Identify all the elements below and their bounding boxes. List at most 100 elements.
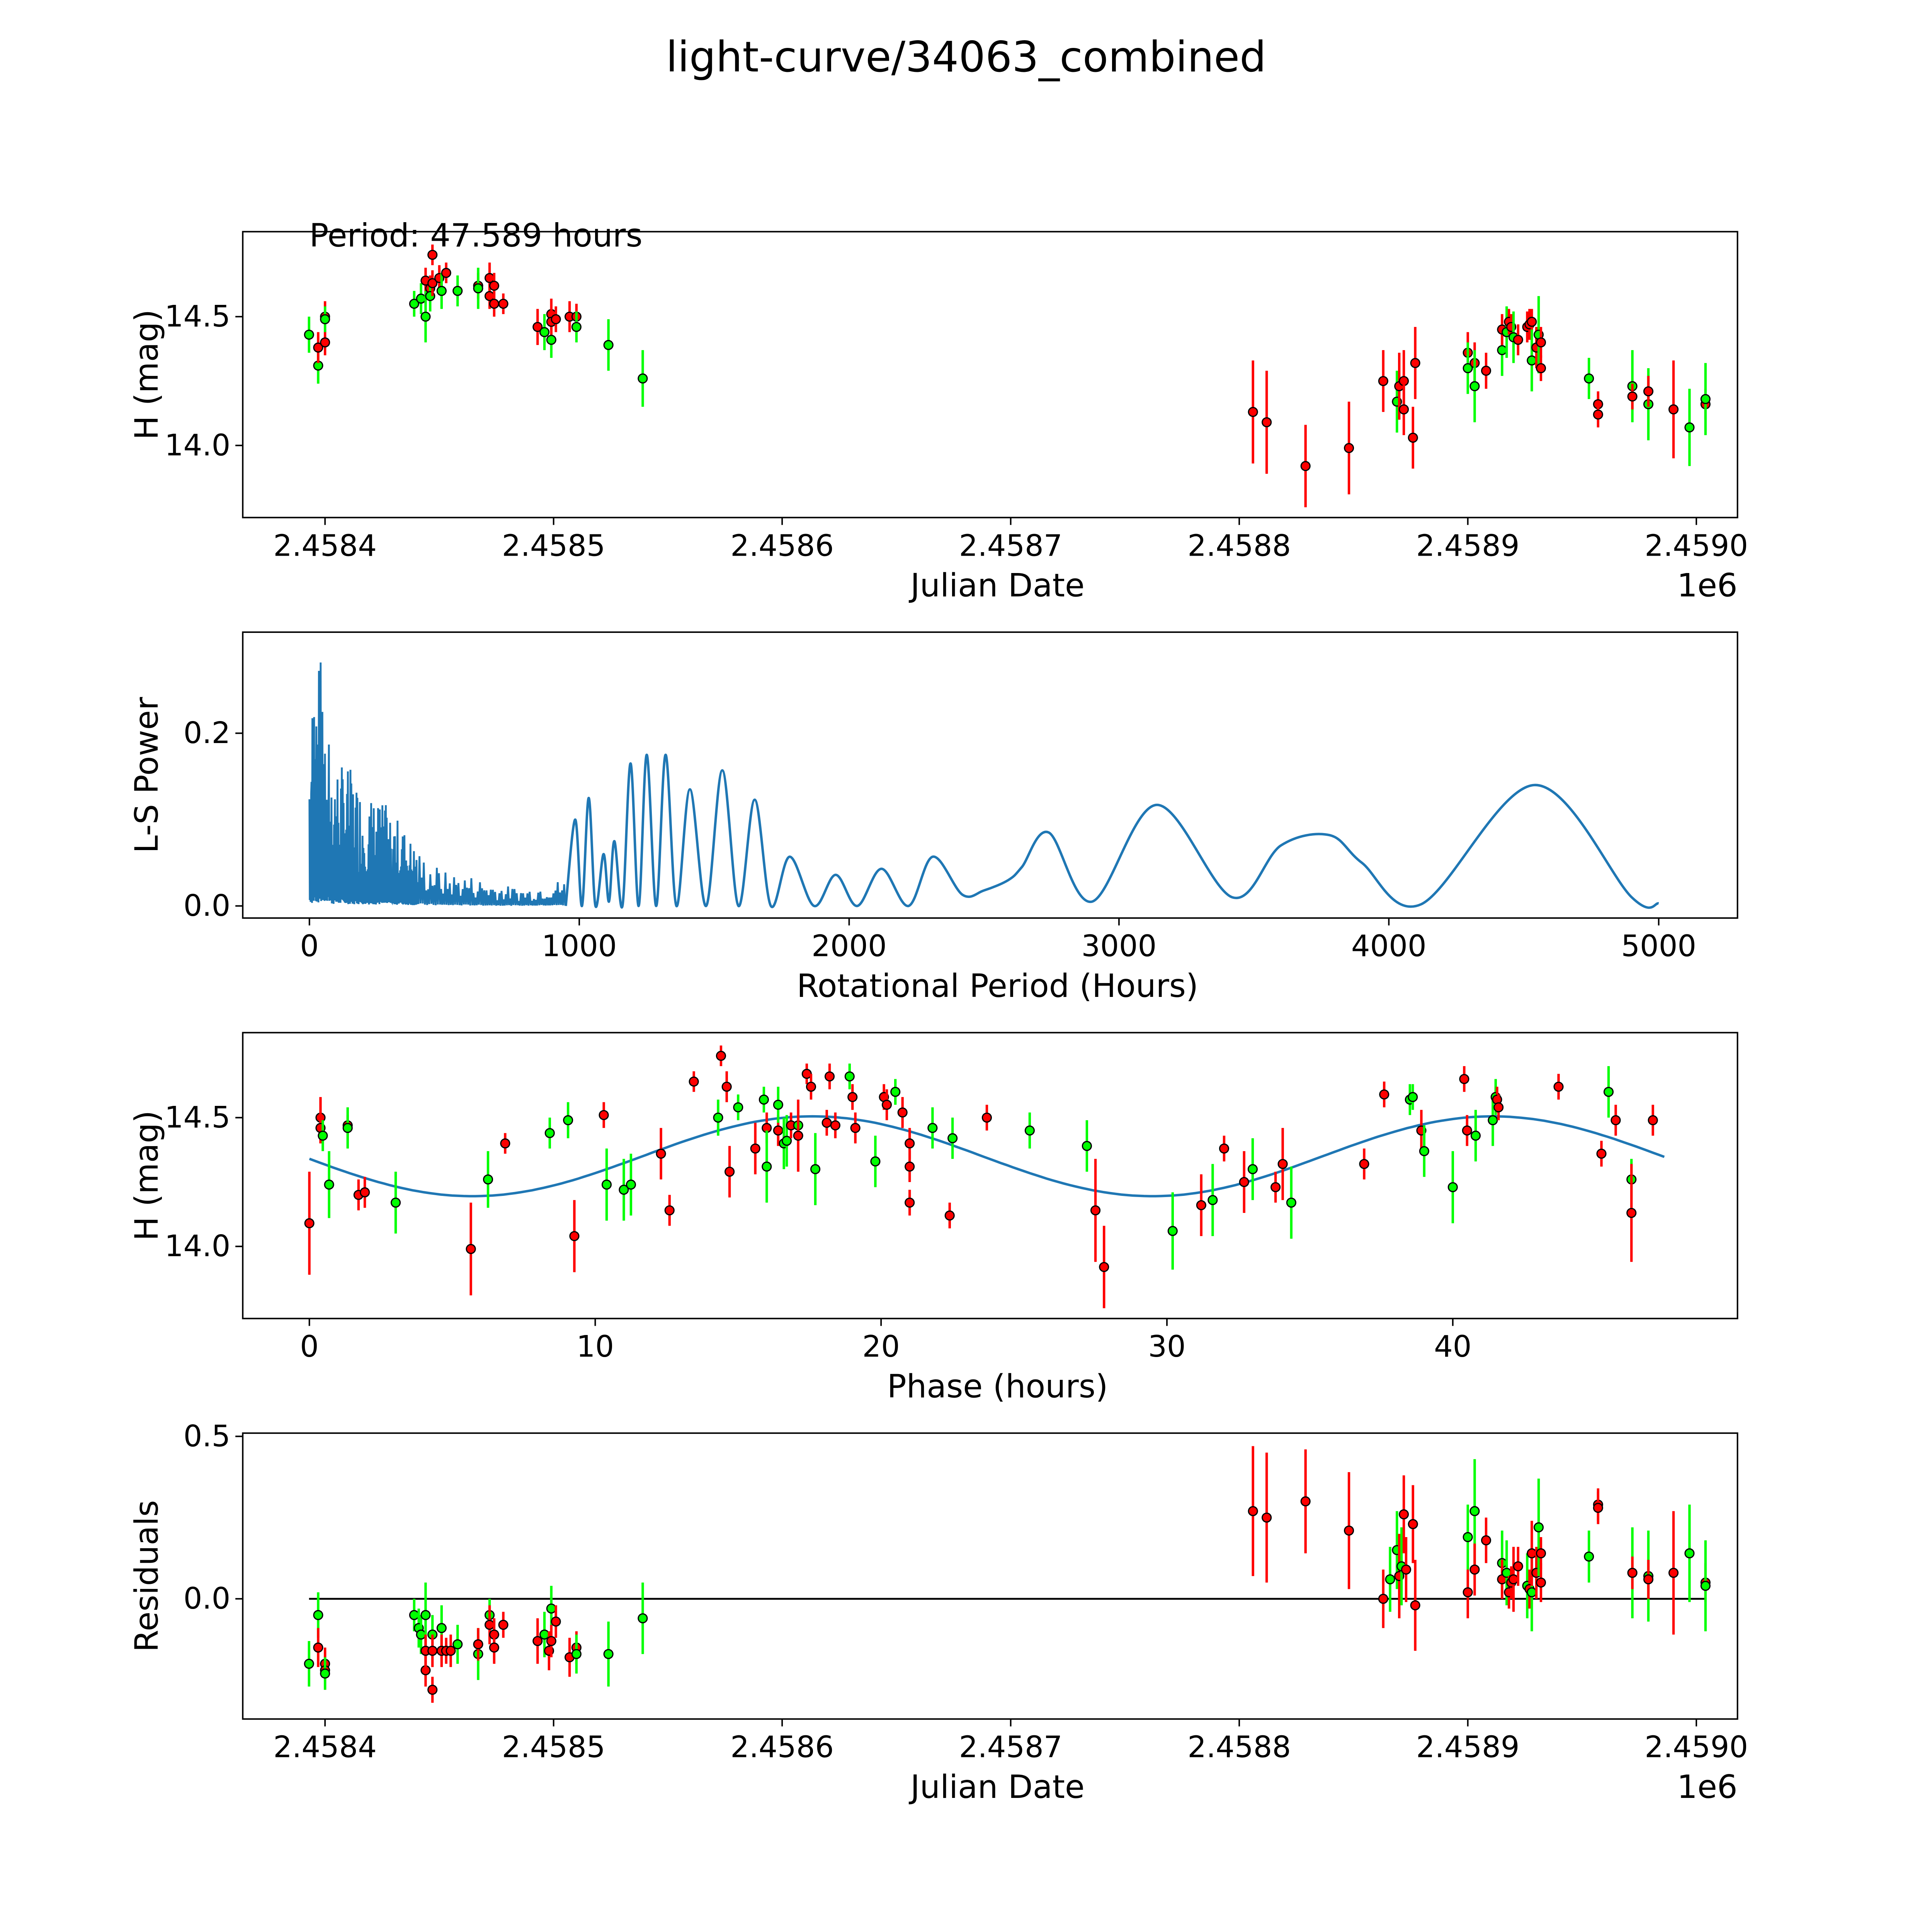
data-point bbox=[489, 1642, 499, 1653]
panel-phased: 0 10 20 30 40 14.0 14.5 Phase (hours) H (mag) bbox=[128, 1032, 1738, 1405]
data-point bbox=[733, 1102, 743, 1112]
data-point bbox=[1410, 1600, 1420, 1611]
data-point bbox=[905, 1161, 915, 1172]
data-point bbox=[409, 299, 419, 309]
data-point bbox=[420, 1610, 431, 1620]
data-point bbox=[1286, 1197, 1296, 1208]
data-point bbox=[1090, 1205, 1101, 1216]
data-point bbox=[1410, 358, 1420, 368]
data-point bbox=[500, 1138, 510, 1149]
data-point bbox=[539, 1629, 550, 1640]
x-tick-label: 2.4588 bbox=[1187, 529, 1291, 563]
data-point bbox=[1398, 1509, 1409, 1520]
data-point bbox=[546, 1603, 556, 1614]
data-point bbox=[810, 1164, 821, 1174]
x-tick-label: 2.4590 bbox=[1645, 529, 1748, 563]
data-point bbox=[304, 1658, 314, 1669]
data-point bbox=[1497, 345, 1507, 355]
data-point bbox=[1700, 394, 1711, 404]
data-point bbox=[544, 1128, 555, 1138]
x-offset-text: 1e6 bbox=[1677, 567, 1738, 604]
data-point bbox=[1668, 1568, 1679, 1578]
data-point bbox=[1248, 1506, 1258, 1516]
figure-title: light-curve/34063_combined bbox=[666, 32, 1266, 82]
data-point bbox=[1239, 1177, 1249, 1187]
x-tick-label: 5000 bbox=[1621, 929, 1696, 964]
data-point bbox=[1248, 407, 1258, 417]
data-point bbox=[1527, 355, 1537, 366]
data-point bbox=[532, 322, 543, 332]
y-tick-label: 0.0 bbox=[184, 889, 231, 923]
data-point bbox=[773, 1100, 783, 1110]
subplots: 2.4584 2.4585 2.4586 2.4587 2.4588 2.4589 2.45… bbox=[128, 231, 1748, 1806]
x-tick-label: 2.4586 bbox=[730, 1730, 834, 1765]
periodogram-noisy-line bbox=[308, 662, 566, 906]
data-point bbox=[1398, 404, 1409, 415]
data-point bbox=[1099, 1262, 1109, 1272]
data-point bbox=[1502, 1568, 1512, 1578]
data-point bbox=[1469, 1506, 1480, 1516]
data-point bbox=[1462, 1125, 1472, 1136]
data-point bbox=[1648, 1115, 1658, 1126]
data-point bbox=[1344, 1526, 1354, 1536]
data-point bbox=[427, 1646, 438, 1656]
x-tick-label: 0 bbox=[300, 1330, 319, 1364]
data-point bbox=[1527, 1548, 1537, 1559]
y-tick-label: 0.0 bbox=[184, 1582, 231, 1616]
data-point bbox=[489, 299, 499, 309]
x-tick-label: 2.4589 bbox=[1416, 529, 1520, 563]
data-point bbox=[484, 1619, 495, 1630]
data-point bbox=[1385, 1574, 1395, 1585]
plot-area bbox=[304, 1446, 1711, 1703]
data-point bbox=[452, 286, 463, 296]
data-point bbox=[782, 1136, 792, 1146]
x-tick-label: 4000 bbox=[1351, 929, 1427, 964]
data-point bbox=[563, 1115, 573, 1126]
axes-frame bbox=[242, 1032, 1738, 1320]
data-point bbox=[1668, 404, 1679, 415]
x-offset-text: 1e6 bbox=[1677, 1768, 1738, 1806]
x-axis-label: Phase (hours) bbox=[887, 1367, 1108, 1405]
data-point bbox=[436, 286, 447, 296]
x-tick-label: 1000 bbox=[542, 929, 617, 964]
data-point bbox=[1536, 1577, 1546, 1588]
data-point bbox=[626, 1179, 636, 1190]
data-point bbox=[1344, 443, 1354, 453]
y-axis-label: L-S Power bbox=[128, 697, 165, 853]
data-point bbox=[483, 1174, 493, 1185]
data-point bbox=[1611, 1115, 1621, 1126]
axes-frame bbox=[242, 1432, 1738, 1720]
axes-frame bbox=[242, 231, 1738, 519]
data-point bbox=[881, 1100, 892, 1110]
data-point bbox=[830, 1120, 840, 1131]
data-point bbox=[342, 1123, 353, 1133]
data-point bbox=[905, 1138, 915, 1149]
data-point bbox=[532, 1636, 543, 1646]
data-point bbox=[947, 1133, 958, 1143]
periodogram-line bbox=[565, 753, 1659, 909]
data-point bbox=[420, 311, 431, 322]
plot-area bbox=[308, 662, 1659, 909]
x-tick-label: 40 bbox=[1434, 1330, 1471, 1364]
x-tick-label: 30 bbox=[1148, 1330, 1185, 1364]
data-point bbox=[1419, 1146, 1429, 1156]
data-point bbox=[427, 250, 438, 260]
x-tick-label: 2.4590 bbox=[1645, 1730, 1748, 1765]
data-point bbox=[1300, 461, 1311, 471]
x-tick-label: 2.4585 bbox=[502, 529, 605, 563]
data-point bbox=[1408, 1519, 1418, 1529]
data-point bbox=[656, 1148, 666, 1159]
data-point bbox=[1481, 366, 1492, 376]
data-point bbox=[571, 1649, 582, 1659]
data-point bbox=[1593, 409, 1603, 420]
data-point bbox=[1167, 1226, 1178, 1236]
data-point bbox=[1378, 1594, 1388, 1604]
data-point bbox=[1408, 1092, 1418, 1102]
data-point bbox=[466, 1244, 476, 1254]
x-tick-label: 0 bbox=[300, 929, 319, 964]
data-point bbox=[844, 1071, 855, 1082]
y-tick-label: 0.5 bbox=[184, 1419, 231, 1454]
data-point bbox=[905, 1197, 915, 1208]
data-point bbox=[446, 1646, 456, 1656]
data-point bbox=[1533, 1522, 1544, 1532]
